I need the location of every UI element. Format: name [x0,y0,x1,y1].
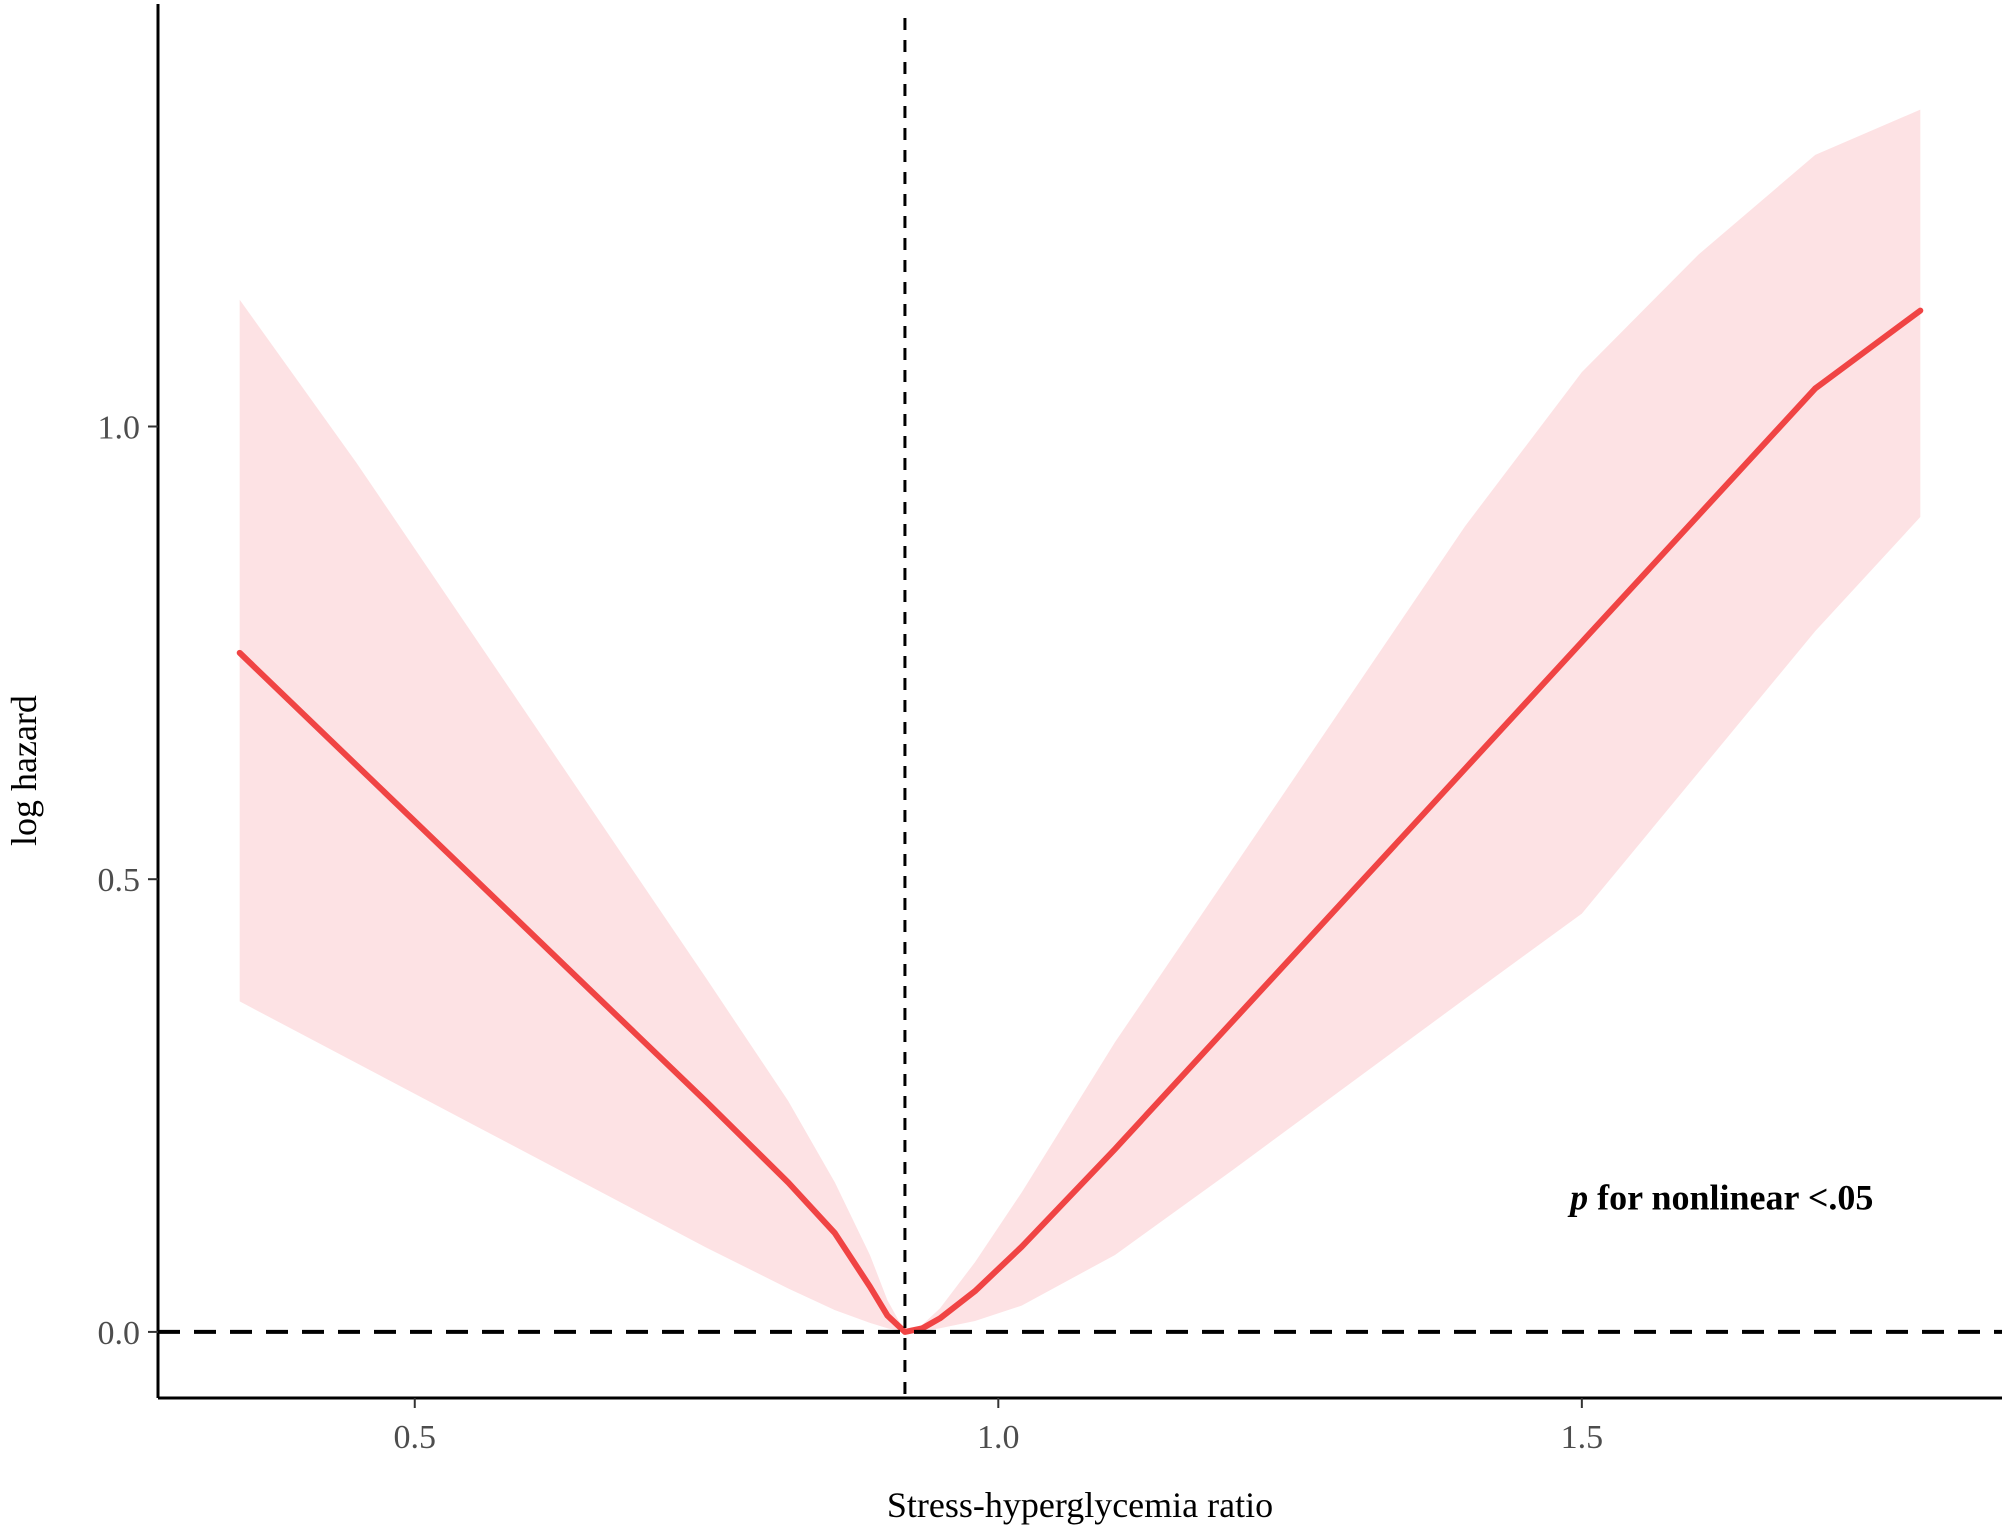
y-tick-label: 0.5 [98,862,141,899]
confidence-band [239,109,1921,1332]
y-tick-label: 0.0 [98,1315,141,1352]
confidence-band-layer [239,109,1921,1332]
x-tick-label: 1.5 [1561,1419,1604,1456]
reference-lines [158,18,2002,1398]
x-axis-title: Stress-hyperglycemia ratio [887,1485,1273,1525]
curve-layer [236,307,1924,1335]
y-tick-label: 1.0 [98,409,141,446]
x-tick-label: 1.0 [977,1419,1020,1456]
log-hazard-curve [236,307,1924,1335]
x-tick-label: 0.5 [394,1419,437,1456]
axes [148,4,2002,1408]
p-value-annotation: p for nonlinear <.05 [1567,1178,1873,1218]
p-symbol: p [1567,1178,1588,1218]
annotation-text: for nonlinear <.05 [1588,1178,1873,1218]
y-axis-title: log hazard [4,695,44,846]
tick-labels: 0.5 1.0 1.5 0.0 0.5 1.0 [98,409,1604,1456]
